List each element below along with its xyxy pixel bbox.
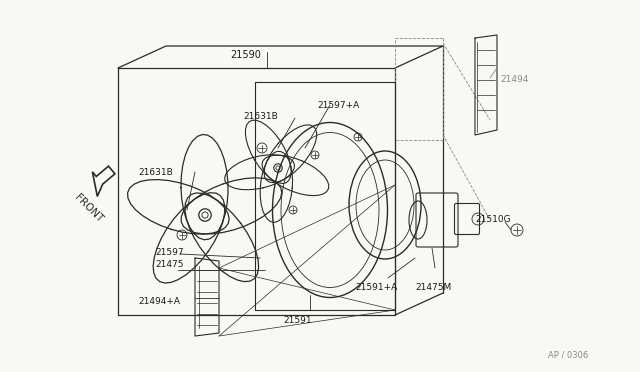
Text: 21591+A: 21591+A bbox=[355, 283, 397, 292]
Text: AP / 0306: AP / 0306 bbox=[548, 351, 588, 360]
Text: FRONT: FRONT bbox=[73, 192, 105, 224]
Text: 21597: 21597 bbox=[155, 248, 184, 257]
Text: 21475: 21475 bbox=[155, 260, 184, 269]
Text: 21510G: 21510G bbox=[475, 215, 511, 224]
Text: 21590: 21590 bbox=[230, 50, 261, 60]
Polygon shape bbox=[92, 166, 115, 196]
Text: 21631B: 21631B bbox=[138, 168, 173, 177]
Text: 21631B: 21631B bbox=[243, 112, 278, 121]
Text: 21591: 21591 bbox=[283, 316, 312, 325]
Text: 21597+A: 21597+A bbox=[317, 101, 359, 110]
Text: 21475M: 21475M bbox=[415, 283, 451, 292]
Text: 21494: 21494 bbox=[500, 75, 529, 84]
Text: 21494+A: 21494+A bbox=[138, 297, 180, 306]
